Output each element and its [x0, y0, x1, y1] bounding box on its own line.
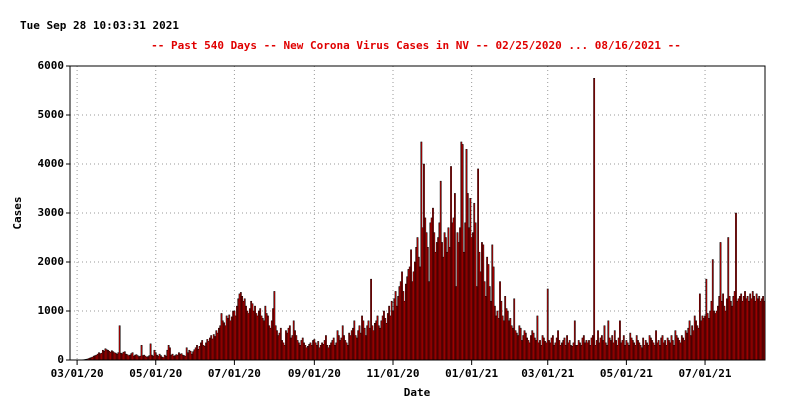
y-tick-label: 4000	[38, 157, 65, 170]
x-tick-label: 03/01/20	[51, 367, 104, 380]
x-tick-label: 07/01/20	[208, 367, 261, 380]
x-tick-label: 03/01/21	[521, 367, 574, 380]
x-tick-label: 01/01/21	[445, 367, 498, 380]
y-tick-label: 3000	[38, 206, 65, 219]
x-tick-label: 05/01/20	[129, 367, 182, 380]
x-tick-label: 05/01/21	[600, 367, 653, 380]
y-tick-label: 2000	[38, 255, 65, 268]
x-tick-label: 07/01/21	[679, 367, 732, 380]
x-axis-label: Date	[404, 386, 431, 399]
y-tick-label: 5000	[38, 108, 65, 121]
y-tick-label: 0	[57, 353, 64, 366]
bar	[593, 78, 596, 361]
y-tick-label: 6000	[38, 59, 65, 72]
plot-frame	[69, 65, 766, 361]
timestamp: Tue Sep 28 10:03:31 2021	[20, 19, 179, 32]
y-axis-label: Cases	[11, 196, 24, 229]
x-tick-label: 09/01/20	[288, 367, 341, 380]
chart-title: -- Past 540 Days -- New Corona Virus Cas…	[151, 39, 681, 52]
x-tick-label: 11/01/20	[367, 367, 420, 380]
y-tick-label: 1000	[38, 304, 65, 317]
